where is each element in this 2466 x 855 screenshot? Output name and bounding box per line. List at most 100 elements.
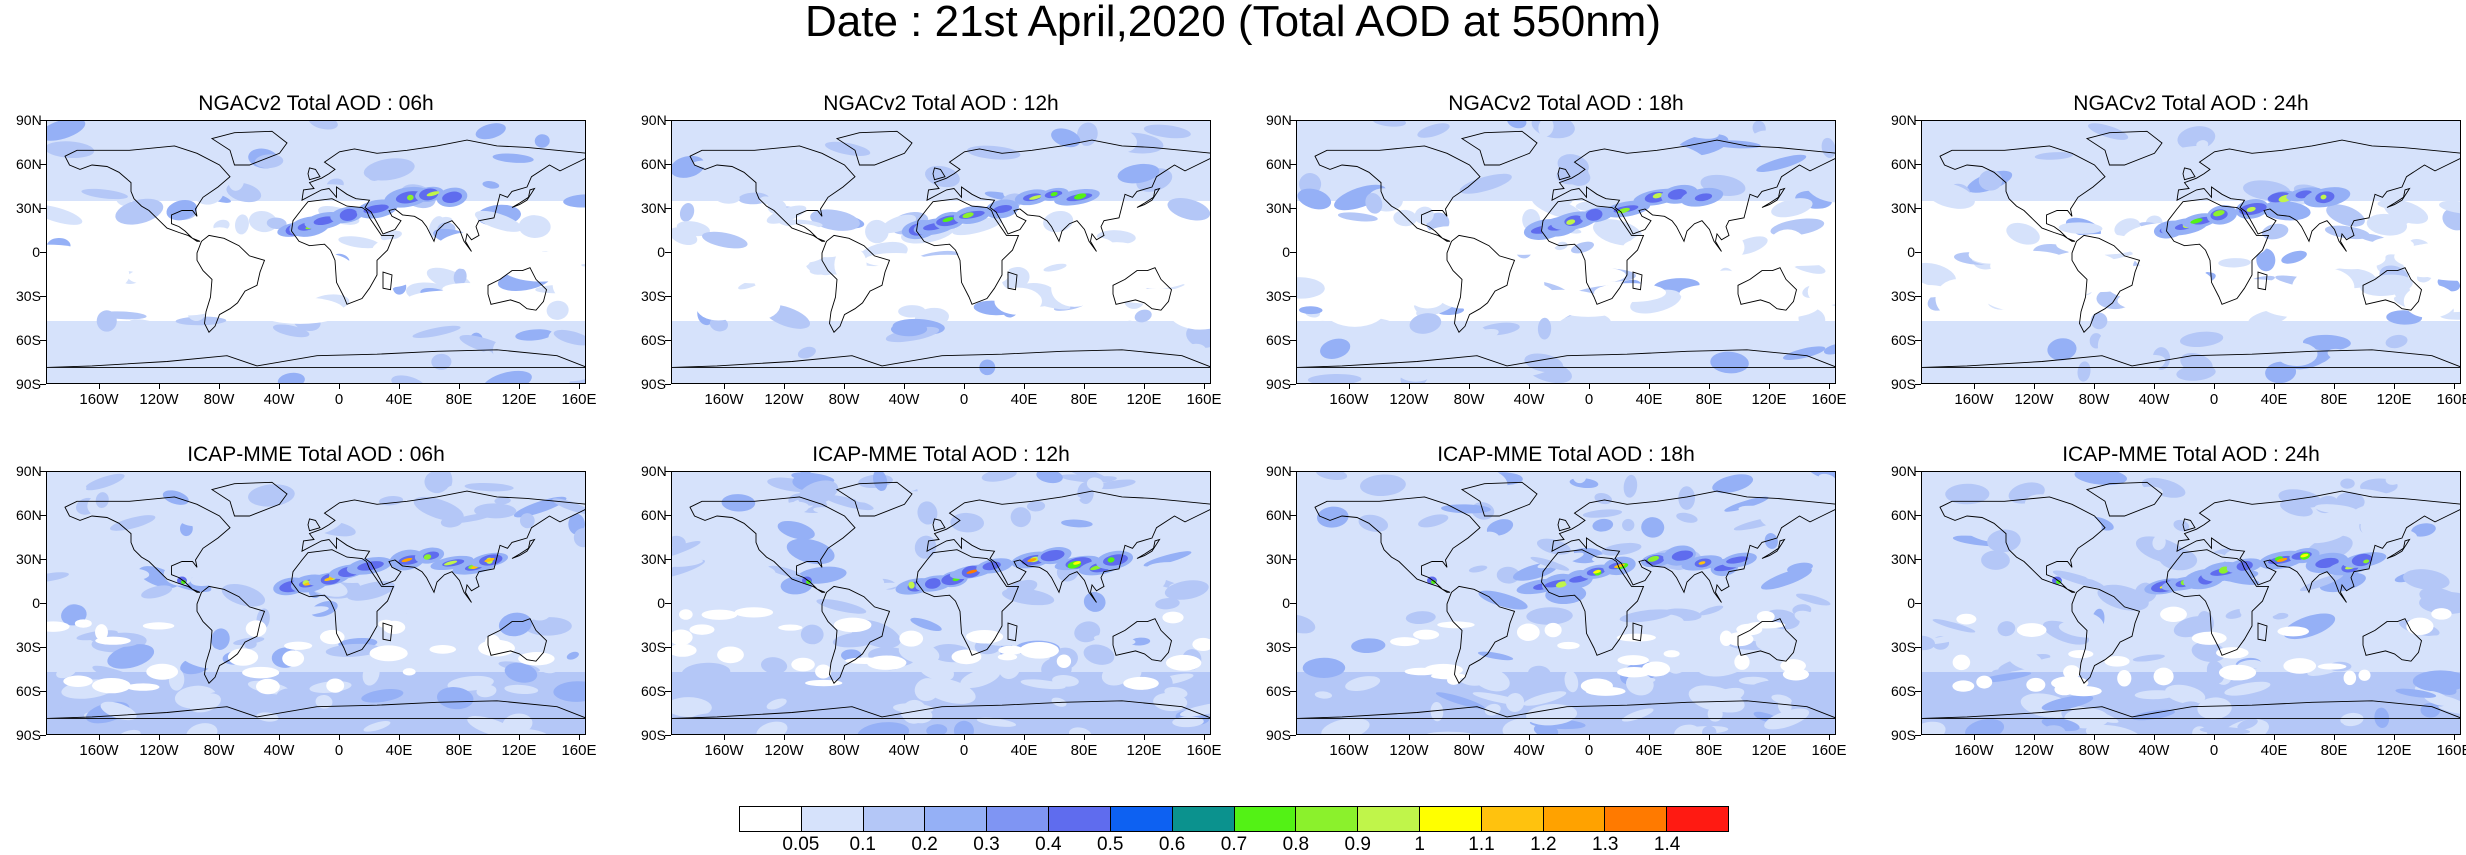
latitude-tick	[40, 471, 46, 472]
longitude-label: 80W	[2078, 742, 2110, 759]
longitude-tick	[459, 735, 460, 740]
colorbar-label: 1.3	[1592, 834, 1619, 855]
longitude-tick	[844, 735, 845, 740]
latitude-label: 30N	[1266, 200, 1292, 216]
latitude-label: 60S	[1891, 683, 1916, 699]
latitude-tick	[1915, 559, 1921, 560]
latitude-label: 60S	[1266, 683, 1291, 699]
latitude-label: 0	[657, 244, 665, 260]
latitude-tick	[1290, 252, 1296, 253]
map-panel: ICAP-MME Total AOD : 12h 90N 60N 30N 0 30S 60S…	[641, 443, 1241, 783]
longitude-label: 120W	[764, 742, 804, 759]
longitude-tick	[1529, 384, 1530, 389]
colorbar-label: 0.2	[911, 834, 938, 855]
longitude-label: 40W	[888, 742, 920, 759]
longitude-label: 40W	[263, 391, 295, 408]
panel-title: ICAP-MME Total AOD : 12h	[812, 443, 1070, 466]
latitude-label: 60N	[16, 507, 42, 523]
latitude-label: 30S	[641, 639, 666, 655]
longitude-label: 80E	[445, 391, 473, 408]
latitude-tick	[1290, 515, 1296, 516]
latitude-label: 90N	[641, 463, 667, 479]
longitude-label: 80W	[828, 391, 860, 408]
latitude-label: 0	[1282, 595, 1290, 611]
longitude-tick	[1649, 384, 1650, 389]
longitude-label: 80E	[445, 742, 473, 759]
longitude-label: 0	[1584, 742, 1594, 759]
coastlines	[672, 481, 1210, 719]
latitude-label: 30N	[16, 551, 42, 567]
longitude-label: 160W	[79, 742, 119, 759]
longitude-label: 160W	[704, 742, 744, 759]
map-panel: ICAP-MME Total AOD : 18h 90N 60N 30N 0 30S 60S…	[1266, 443, 1866, 783]
aod-field	[1922, 121, 2460, 383]
latitude-tick	[1915, 252, 1921, 253]
latitude-label: 30N	[641, 200, 667, 216]
colorbar-label: 1	[1414, 834, 1425, 855]
latitude-label: 90N	[1266, 463, 1292, 479]
latitude-label: 0	[32, 595, 40, 611]
longitude-tick	[1769, 384, 1770, 389]
latitude-tick	[1290, 691, 1296, 692]
latitude-label: 90S	[641, 727, 666, 743]
longitude-tick	[579, 735, 580, 740]
latitude-tick	[1915, 735, 1921, 736]
colorbar-swatch	[1667, 807, 1728, 831]
longitude-tick	[904, 384, 905, 389]
latitude-label: 60S	[641, 683, 666, 699]
latitude-tick	[40, 296, 46, 297]
longitude-label: 120E	[1751, 742, 1787, 759]
latitude-tick	[665, 735, 671, 736]
latitude-tick	[665, 691, 671, 692]
latitude-tick	[1915, 603, 1921, 604]
longitude-tick	[99, 384, 100, 389]
longitude-tick	[1709, 735, 1710, 740]
longitude-tick	[1974, 735, 1975, 740]
panel-title: ICAP-MME Total AOD : 06h	[187, 443, 445, 466]
longitude-tick	[1204, 735, 1205, 740]
longitude-tick	[1024, 384, 1025, 389]
longitude-label: 80E	[1695, 742, 1723, 759]
colorbar-swatch	[1605, 807, 1668, 831]
longitude-label: 120E	[501, 742, 537, 759]
longitude-label: 40E	[385, 391, 413, 408]
longitude-label: 0	[1584, 391, 1594, 408]
longitude-label: 160E	[561, 391, 597, 408]
aod-field	[47, 121, 585, 383]
latitude-tick	[40, 559, 46, 560]
latitude-tick	[665, 340, 671, 341]
colorbar-swatch	[1296, 807, 1359, 831]
longitude-label: 160W	[704, 391, 744, 408]
longitude-label: 80E	[1070, 391, 1098, 408]
longitude-label: 160W	[1329, 742, 1369, 759]
map-plot-area	[1921, 471, 2461, 735]
colorbar-label: 1.4	[1653, 834, 1681, 855]
longitude-label: 40W	[2138, 391, 2170, 408]
longitude-tick	[1144, 735, 1145, 740]
latitude-tick	[665, 164, 671, 165]
longitude-tick	[1829, 735, 1830, 740]
map-panel: NGACv2 Total AOD : 06h 90N 60N 30N 0 30S 60S 90…	[16, 92, 616, 432]
longitude-label: 120W	[764, 391, 804, 408]
map-plot-area	[46, 471, 586, 735]
latitude-tick	[1915, 164, 1921, 165]
longitude-tick	[459, 384, 460, 389]
longitude-tick	[964, 735, 965, 740]
map-plot-area	[671, 120, 1211, 384]
latitude-label: 90N	[1891, 463, 1917, 479]
longitude-tick	[1349, 735, 1350, 740]
latitude-tick	[665, 252, 671, 253]
latitude-label: 30S	[16, 288, 41, 304]
longitude-label: 160E	[1186, 391, 1222, 408]
longitude-tick	[1769, 735, 1770, 740]
longitude-tick	[579, 384, 580, 389]
map-plot-area	[671, 471, 1211, 735]
colorbar-swatch	[1358, 807, 1420, 831]
map-panel: NGACv2 Total AOD : 24h 90N 60N 30N 0 30S 60S 90…	[1891, 92, 2466, 432]
colorbar-label: 0.1	[849, 834, 876, 855]
longitude-label: 80W	[203, 742, 235, 759]
latitude-tick	[40, 691, 46, 692]
latitude-label: 90N	[16, 463, 42, 479]
colorbar-swatch	[1419, 807, 1482, 831]
colorbar-swatch	[863, 807, 926, 831]
